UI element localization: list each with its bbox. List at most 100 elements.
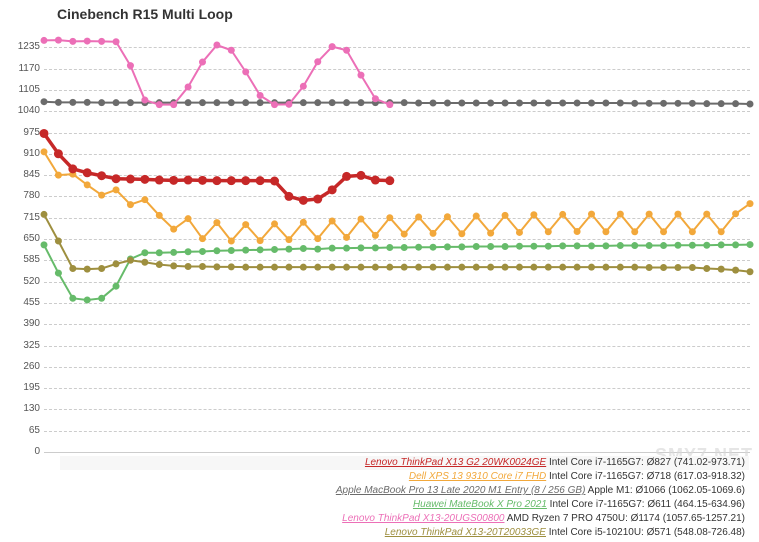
legend-series-name[interactable]: Dell XPS 13 9310 Core i7 FHD — [409, 471, 546, 482]
series-point-thinkpad_x13_g2 — [328, 185, 337, 194]
series-point-xps_13 — [574, 228, 581, 235]
series-point-matebook — [602, 242, 609, 249]
series-point-thinkpad_x13_ryzen — [386, 101, 393, 108]
series-point-thinkpad_x13_g2 — [198, 176, 207, 185]
y-tick-label: 390 — [4, 318, 40, 329]
series-point-macbook_m1 — [718, 100, 725, 107]
series-point-thinkpad_x13_ryzen — [41, 37, 48, 44]
series-point-macbook_m1 — [199, 99, 206, 106]
series-point-thinkpad_x13_i5 — [430, 264, 437, 271]
series-point-xps_13 — [631, 228, 638, 235]
series-point-thinkpad_x13_g2 — [270, 176, 279, 185]
series-point-xps_13 — [617, 211, 624, 218]
series-point-xps_13 — [213, 219, 220, 226]
series-point-thinkpad_x13_g2 — [140, 175, 149, 184]
y-tick-label: 585 — [4, 254, 40, 265]
series-point-thinkpad_x13_g2 — [112, 174, 121, 183]
legend-series-name[interactable]: Lenovo ThinkPad X13-20UGS00800 — [342, 513, 504, 524]
series-point-xps_13 — [170, 226, 177, 233]
legend-series-stats: Apple M1: Ø1066 (1062.05-1069.6) — [585, 485, 745, 496]
legend-series-stats: Intel Core i5-10210U: Ø571 (548.08-726.4… — [546, 527, 745, 538]
legend-series-stats: Intel Core i7-1165G7: Ø611 (464.15-634.9… — [547, 499, 745, 510]
legend-series-name[interactable]: Lenovo ThinkPad X13 G2 20WK0024GE — [365, 457, 546, 468]
series-point-macbook_m1 — [228, 99, 235, 106]
series-point-matebook — [473, 243, 480, 250]
series-point-macbook_m1 — [314, 99, 321, 106]
series-point-matebook — [84, 296, 91, 303]
series-point-macbook_m1 — [689, 100, 696, 107]
series-point-macbook_m1 — [473, 100, 480, 107]
series-point-xps_13 — [646, 211, 653, 218]
legend-series-name[interactable]: Huawei MateBook X Pro 2021 — [413, 499, 547, 510]
series-point-matebook — [257, 246, 264, 253]
series-point-thinkpad_x13_i5 — [98, 265, 105, 272]
series-point-matebook — [660, 242, 667, 249]
series-point-thinkpad_x13_i5 — [257, 264, 264, 271]
legend-series-name[interactable]: Apple MacBook Pro 13 Late 2020 M1 Entry … — [336, 485, 586, 496]
series-point-matebook — [574, 242, 581, 249]
series-point-thinkpad_x13_ryzen — [300, 83, 307, 90]
series-point-macbook_m1 — [113, 99, 120, 106]
series-point-matebook — [41, 241, 48, 248]
series-point-thinkpad_x13_ryzen — [372, 95, 379, 102]
series-point-thinkpad_x13_g2 — [212, 176, 221, 185]
series-point-macbook_m1 — [559, 100, 566, 107]
series-point-thinkpad_x13_ryzen — [329, 43, 336, 50]
series-point-matebook — [386, 244, 393, 251]
series-point-matebook — [314, 246, 321, 253]
legend-row: Huawei MateBook X Pro 2021 Intel Core i7… — [60, 498, 749, 512]
series-point-xps_13 — [199, 235, 206, 242]
series-point-matebook — [199, 248, 206, 255]
y-tick-label: 260 — [4, 361, 40, 372]
legend-series-stats: Intel Core i7-1165G7: Ø827 (741.02-973.7… — [546, 457, 745, 468]
series-point-matebook — [588, 242, 595, 249]
series-point-macbook_m1 — [213, 99, 220, 106]
series-point-thinkpad_x13_ryzen — [257, 92, 264, 99]
series-point-xps_13 — [602, 228, 609, 235]
series-point-thinkpad_x13_i5 — [41, 211, 48, 218]
series-point-thinkpad_x13_i5 — [545, 264, 552, 271]
series-point-thinkpad_x13_g2 — [284, 192, 293, 201]
series-point-thinkpad_x13_g2 — [385, 176, 394, 185]
series-point-xps_13 — [329, 217, 336, 224]
series-point-matebook — [732, 241, 739, 248]
series-point-xps_13 — [732, 210, 739, 217]
legend: Lenovo ThinkPad X13 G2 20WK0024GE Intel … — [60, 456, 749, 540]
series-point-xps_13 — [444, 213, 451, 220]
legend-row: Lenovo ThinkPad X13 G2 20WK0024GE Intel … — [60, 456, 749, 470]
series-point-macbook_m1 — [300, 99, 307, 106]
series-point-thinkpad_x13_g2 — [313, 195, 322, 204]
series-point-thinkpad_x13_i5 — [530, 264, 537, 271]
legend-series-name[interactable]: Lenovo ThinkPad X13-20T20033GE — [385, 527, 546, 538]
series-point-thinkpad_x13_i5 — [747, 268, 754, 275]
y-tick-label: 1105 — [4, 84, 40, 95]
series-point-thinkpad_x13_g2 — [68, 164, 77, 173]
series-point-thinkpad_x13_i5 — [718, 266, 725, 273]
series-point-thinkpad_x13_i5 — [271, 264, 278, 271]
y-tick-label: 650 — [4, 233, 40, 244]
series-point-thinkpad_x13_i5 — [69, 265, 76, 272]
legend-row: Apple MacBook Pro 13 Late 2020 M1 Entry … — [60, 484, 749, 498]
legend-row: Lenovo ThinkPad X13-20UGS00800 AMD Ryzen… — [60, 512, 749, 526]
series-point-thinkpad_x13_g2 — [169, 176, 178, 185]
y-tick-label: 455 — [4, 297, 40, 308]
series-point-matebook — [458, 243, 465, 250]
series-point-xps_13 — [386, 214, 393, 221]
series-point-matebook — [156, 249, 163, 256]
series-point-thinkpad_x13_ryzen — [55, 37, 62, 44]
series-point-matebook — [69, 295, 76, 302]
series-point-macbook_m1 — [98, 99, 105, 106]
series-point-macbook_m1 — [646, 100, 653, 107]
series-point-thinkpad_x13_i5 — [329, 264, 336, 271]
series-point-macbook_m1 — [357, 99, 364, 106]
series-point-xps_13 — [588, 211, 595, 218]
series-point-thinkpad_x13_i5 — [401, 264, 408, 271]
series-point-macbook_m1 — [242, 99, 249, 106]
series-point-xps_13 — [660, 228, 667, 235]
series-point-thinkpad_x13_i5 — [732, 267, 739, 274]
series-point-thinkpad_x13_ryzen — [199, 59, 206, 66]
series-point-thinkpad_x13_i5 — [84, 266, 91, 273]
series-point-macbook_m1 — [703, 100, 710, 107]
series-point-matebook — [357, 244, 364, 251]
series-point-macbook_m1 — [602, 100, 609, 107]
